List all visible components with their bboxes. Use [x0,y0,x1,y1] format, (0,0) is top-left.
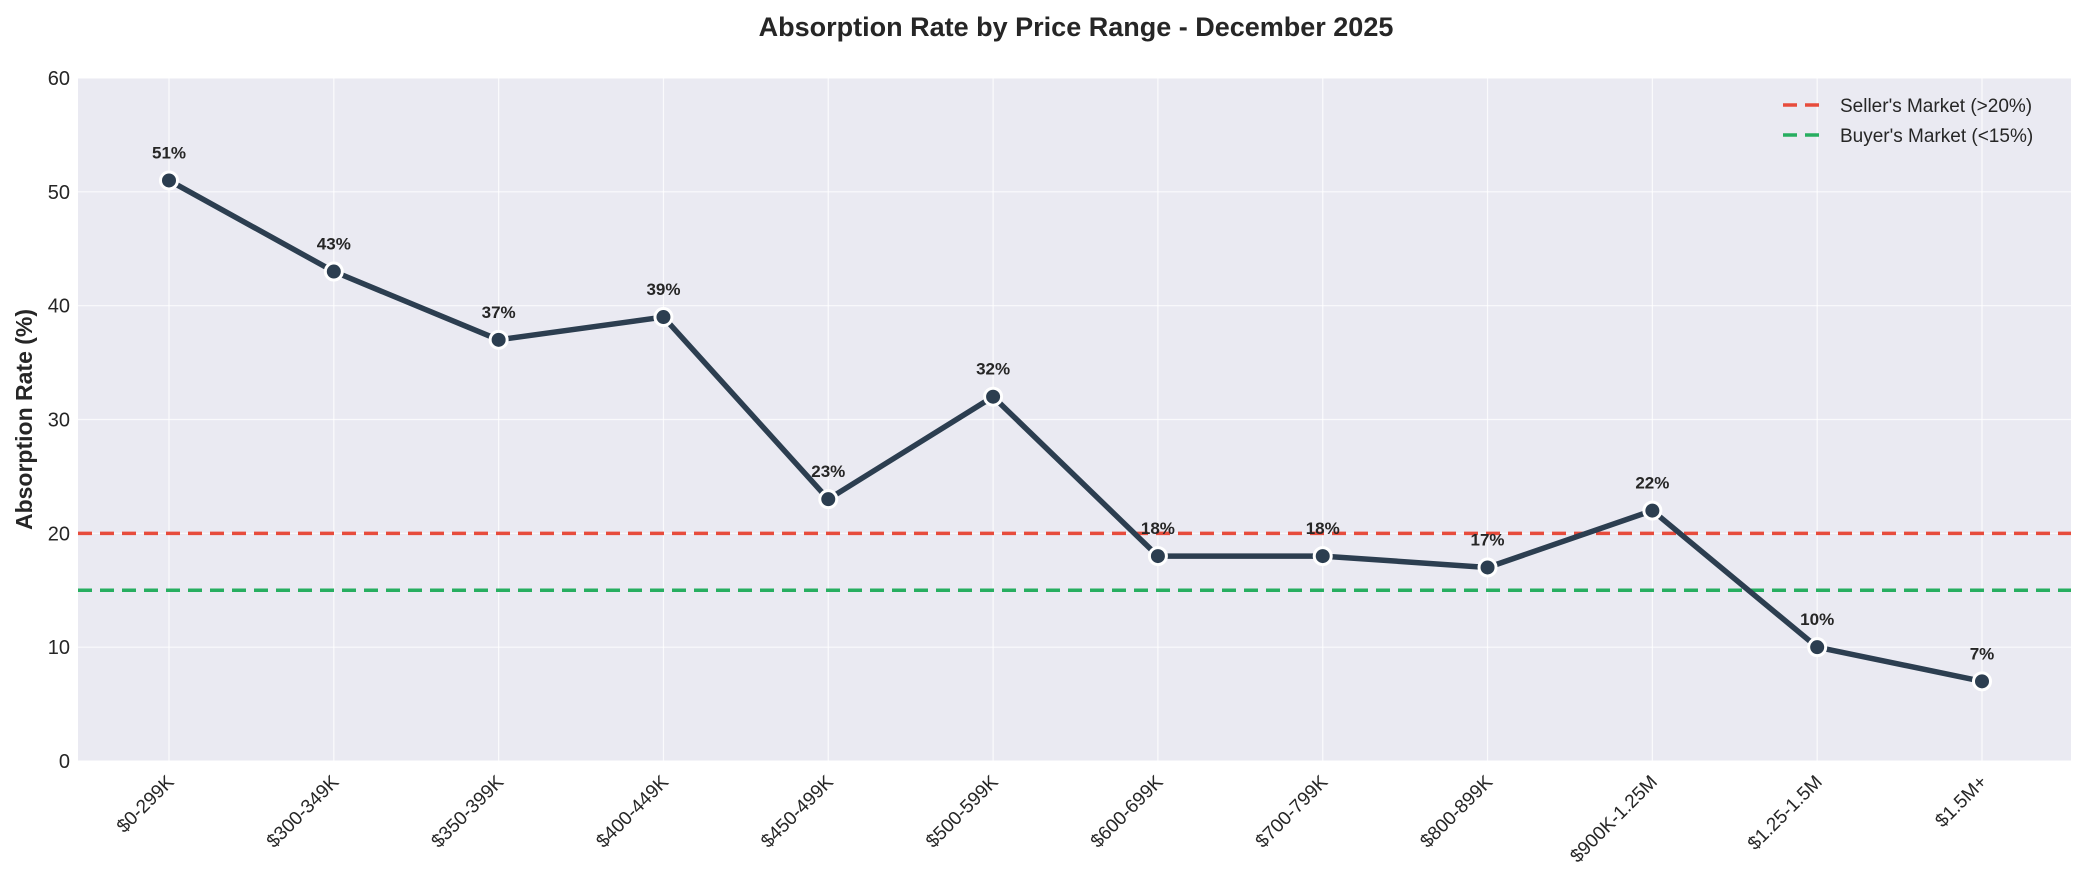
data-point [818,489,839,510]
y-tick-label: 40 [48,296,70,318]
data-point [1147,546,1168,567]
data-label: 23% [811,462,845,481]
data-point [1972,671,1992,692]
x-tick-label: $450-499K [757,771,838,852]
data-label: 7% [1970,644,1995,663]
legend: Seller's Market (>20%) Buyer's Market (<1… [1783,96,2033,147]
x-tick-label: $300-349K [263,771,344,852]
y-tick-label: 10 [48,637,70,659]
series-line [166,177,1985,685]
x-tick-label: $900K-1.25M [1566,772,1662,868]
data-point [1312,546,1333,567]
y-tick-label: 30 [48,410,70,432]
y-tick-label: 50 [48,182,70,204]
data-point [983,386,1004,407]
data-label: 43% [317,235,351,254]
data-point [1642,500,1663,521]
x-tick-label: $700-799K [1252,771,1333,852]
x-tick-label: $0-299K [113,771,179,837]
y-axis-label: Absorption Rate (%) [11,309,37,530]
y-tick-label: 60 [48,68,70,90]
data-label: 37% [482,303,516,322]
legend-label: Seller's Market (>20%) [1840,96,2032,117]
data-point [1477,557,1498,578]
data-label: 10% [1800,610,1834,629]
legend-label: Buyer's Market (<15%) [1840,126,2033,147]
chart-title: Absorption Rate by Price Range - Decembe… [759,12,1394,42]
y-tick-label: 20 [48,523,70,545]
data-label: 32% [976,360,1010,379]
data-point [488,329,509,350]
data-point [159,170,179,191]
x-tick-label: $500-599K [922,771,1003,852]
data-label: 22% [1635,474,1669,493]
x-tick-label: $400-449K [592,771,673,852]
y-tick-label: 0 [59,751,70,773]
x-tick-label: $800-899K [1416,771,1497,852]
data-label: 17% [1471,530,1505,549]
x-axis-ticks: $0-299K $300-349K $350-399K $400-449K $450-4… [113,771,1992,867]
data-point [323,261,344,282]
x-tick-label: $350-399K [428,771,509,852]
reference-lines [78,531,2071,592]
data-point [653,307,674,328]
x-tick-label: $1.25-1.5M [1744,772,1827,855]
data-label: 18% [1306,519,1340,538]
data-label: 51% [152,143,186,162]
data-label: 39% [646,280,680,299]
data-point [1807,637,1828,658]
x-tick-label: $1.5M+ [1931,772,1991,832]
y-axis-ticks: 0 10 20 30 40 50 60 [48,68,70,773]
x-tick-label: $600-699K [1087,771,1168,852]
series-absorption-rate: 51% 43% 37% 39% 23% 32% 18% 18% 17% 22% 10% 7% [152,143,1995,692]
data-label: 18% [1141,519,1175,538]
